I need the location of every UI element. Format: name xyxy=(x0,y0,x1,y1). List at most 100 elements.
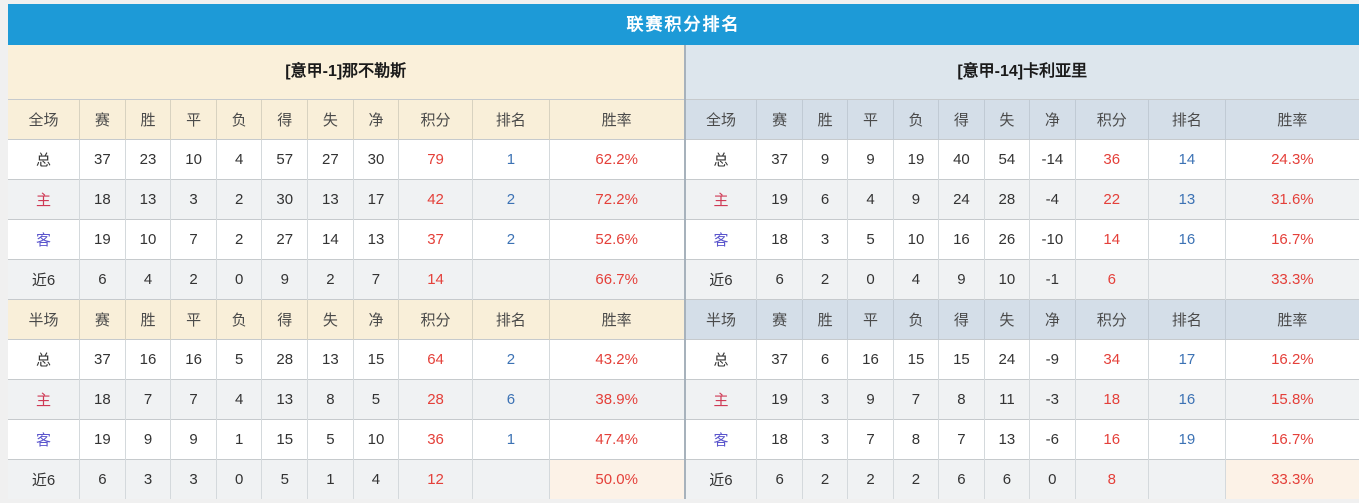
stats-row-away: 客 18 3 7 8 7 13 -6 16 19 16.7% xyxy=(686,420,1359,460)
stat-cell: 14 xyxy=(308,220,354,260)
stat-cell: 2 xyxy=(308,260,354,300)
stat-cell: 9 xyxy=(848,140,893,180)
stat-cell: 15 xyxy=(353,340,399,380)
stat-cell: -4 xyxy=(1030,180,1075,220)
col-header: 胜率 xyxy=(549,100,683,140)
stat-cell: 1 xyxy=(216,420,262,460)
row-label: 客 xyxy=(8,420,80,460)
stat-cell: 7 xyxy=(848,420,893,460)
stat-cell: 28 xyxy=(984,180,1029,220)
rank-cell xyxy=(472,460,549,500)
row-label: 主 xyxy=(8,380,80,420)
winrate-cell: 47.4% xyxy=(549,420,683,460)
winrate-cell: 16.7% xyxy=(1225,220,1359,260)
stat-cell: 16 xyxy=(125,340,171,380)
col-header: 排名 xyxy=(1148,300,1225,340)
points-cell: 36 xyxy=(399,420,473,460)
stat-cell: 6 xyxy=(757,260,802,300)
col-header: 胜率 xyxy=(1225,300,1359,340)
winrate-cell: 15.8% xyxy=(1225,380,1359,420)
col-header: 胜 xyxy=(802,300,847,340)
col-header: 赛 xyxy=(757,300,802,340)
panel-title: 联赛积分排名 xyxy=(8,4,1359,45)
stat-cell: 3 xyxy=(171,460,217,500)
rank-cell: 19 xyxy=(1148,420,1225,460)
stat-cell: 27 xyxy=(308,140,354,180)
stats-row-total: 总 37 16 16 5 28 13 15 64 2 43.2% xyxy=(8,340,684,380)
stat-cell: 26 xyxy=(984,220,1029,260)
col-header: 积分 xyxy=(1075,100,1148,140)
winrate-cell: 66.7% xyxy=(549,260,683,300)
row-label: 主 xyxy=(8,180,80,220)
points-cell: 22 xyxy=(1075,180,1148,220)
winrate-cell: 33.3% xyxy=(1225,460,1359,500)
column-header-row-half: 半场 赛 胜 平 负 得 失 净 积分 排名 胜率 xyxy=(686,300,1359,340)
col-header: 排名 xyxy=(472,100,549,140)
col-header: 平 xyxy=(848,100,893,140)
col-header: 积分 xyxy=(399,100,473,140)
col-header: 积分 xyxy=(1075,300,1148,340)
scope-header: 半场 xyxy=(686,300,757,340)
stat-cell: 2 xyxy=(848,460,893,500)
stat-cell: 3 xyxy=(171,180,217,220)
rank-cell xyxy=(1148,260,1225,300)
stat-cell: 5 xyxy=(353,380,399,420)
winrate-cell: 16.7% xyxy=(1225,420,1359,460)
stat-cell: 54 xyxy=(984,140,1029,180)
points-cell: 42 xyxy=(399,180,473,220)
stat-cell: 4 xyxy=(848,180,893,220)
stat-cell: 16 xyxy=(171,340,217,380)
stat-cell: 6 xyxy=(757,460,802,500)
stat-cell: 27 xyxy=(262,220,308,260)
col-header: 平 xyxy=(848,300,893,340)
col-header: 失 xyxy=(308,100,354,140)
col-header: 平 xyxy=(171,100,217,140)
col-header: 胜 xyxy=(125,100,171,140)
col-header: 负 xyxy=(216,300,262,340)
stat-cell: 4 xyxy=(216,380,262,420)
stat-cell: 9 xyxy=(802,140,847,180)
stat-cell: 13 xyxy=(125,180,171,220)
stats-table-right: 全场 赛 胜 平 负 得 失 净 积分 排名 胜率 总 37 xyxy=(686,99,1359,499)
rank-cell: 1 xyxy=(472,420,549,460)
col-header: 排名 xyxy=(1148,100,1225,140)
stat-cell: 16 xyxy=(939,220,984,260)
stat-cell: 9 xyxy=(848,380,893,420)
stat-cell: 8 xyxy=(893,420,938,460)
stat-cell: 23 xyxy=(125,140,171,180)
scope-header: 全场 xyxy=(686,100,757,140)
stat-cell: 1 xyxy=(308,460,354,500)
team-name-left: [意甲-1]那不勒斯 xyxy=(8,45,684,99)
stat-cell: 10 xyxy=(353,420,399,460)
row-label: 客 xyxy=(686,220,757,260)
stats-table-left: 全场 赛 胜 平 负 得 失 净 积分 排名 胜率 总 37 xyxy=(8,99,684,499)
stat-cell: 57 xyxy=(262,140,308,180)
stat-cell: 3 xyxy=(125,460,171,500)
row-label: 近6 xyxy=(686,460,757,500)
rank-cell: 2 xyxy=(472,220,549,260)
stat-cell: 17 xyxy=(353,180,399,220)
points-cell: 8 xyxy=(1075,460,1148,500)
col-header: 失 xyxy=(308,300,354,340)
rank-cell: 6 xyxy=(472,380,549,420)
row-label: 总 xyxy=(8,140,80,180)
points-cell: 16 xyxy=(1075,420,1148,460)
row-label: 主 xyxy=(686,380,757,420)
stat-cell: 18 xyxy=(80,180,126,220)
stat-cell: 5 xyxy=(848,220,893,260)
stats-row-last6: 近6 6 2 2 2 6 6 0 8 33.3% xyxy=(686,460,1359,500)
row-label: 主 xyxy=(686,180,757,220)
stats-row-away: 客 19 9 9 1 15 5 10 36 1 47.4% xyxy=(8,420,684,460)
stats-row-last6: 近6 6 4 2 0 9 2 7 14 66.7% xyxy=(8,260,684,300)
rank-cell: 16 xyxy=(1148,220,1225,260)
stat-cell: 5 xyxy=(308,420,354,460)
stat-cell: 24 xyxy=(984,340,1029,380)
winrate-cell: 38.9% xyxy=(549,380,683,420)
stat-cell: 18 xyxy=(757,420,802,460)
stat-cell: 0 xyxy=(216,460,262,500)
stat-cell: 6 xyxy=(939,460,984,500)
points-cell: 64 xyxy=(399,340,473,380)
column-header-row-full: 全场 赛 胜 平 负 得 失 净 积分 排名 胜率 xyxy=(8,100,684,140)
winrate-cell: 24.3% xyxy=(1225,140,1359,180)
stat-cell: -1 xyxy=(1030,260,1075,300)
